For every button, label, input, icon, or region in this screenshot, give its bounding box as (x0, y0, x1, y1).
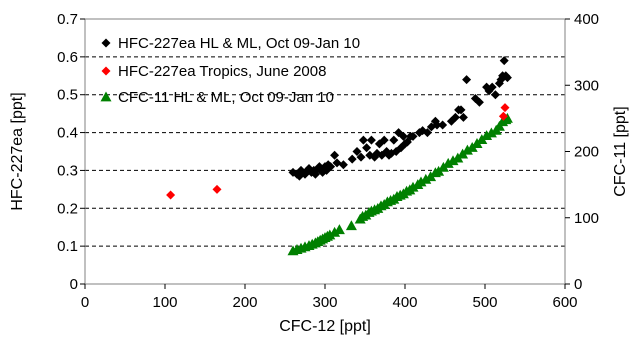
hfc-hl-ml-point (456, 105, 466, 115)
left-y-tick-label: 0.1 (57, 238, 78, 255)
left-y-tick-label: 0.2 (57, 200, 78, 217)
data-points (166, 56, 513, 256)
left-y-tick-label: 0.4 (57, 125, 78, 142)
right-y-tick-label: 300 (574, 77, 599, 94)
left-y-tick-label: 0.6 (57, 49, 78, 66)
hfc-hl-ml-point (358, 135, 368, 145)
hfc-hl-ml-point (326, 162, 336, 172)
right-y-axis-label: CFC-11 [ppt] (612, 106, 629, 196)
hfc-hl-ml-point (389, 135, 399, 145)
cfc11-point (447, 155, 459, 166)
x-tick-label: 300 (312, 294, 337, 311)
hfc-hl-ml-point (362, 143, 372, 153)
hfc-hl-ml-point (422, 128, 432, 138)
legend-label-hfc-tropics: HFC-227ea Tropics, June 2008 (118, 63, 326, 80)
right-y-tick-label: 100 (574, 210, 599, 227)
hfc-tropics-point (498, 111, 508, 121)
x-tick-label: 100 (152, 294, 177, 311)
cfc11-point (345, 220, 357, 231)
cfc11-point (324, 229, 336, 240)
hfc-hl-ml-point (474, 97, 484, 107)
right-y-tick-label: 0 (574, 276, 582, 293)
hfc-tropics-point (500, 103, 510, 113)
cfc11-point (329, 226, 341, 237)
hfc-hl-ml-point (352, 147, 362, 156)
hfc-tropics-point (212, 184, 222, 194)
hfc-hl-ml-point (332, 158, 342, 168)
x-tick-label: 400 (392, 294, 417, 311)
hfc-hl-ml-point (499, 56, 509, 66)
hfc-hl-ml-point (502, 73, 512, 83)
x-tick-label: 500 (472, 294, 497, 311)
right-y-tick-label: 200 (574, 144, 599, 161)
hfc-hl-ml-point (347, 154, 357, 164)
cfc11-point (501, 112, 513, 123)
hfc-hl-ml-point (338, 160, 348, 170)
hfc-hl-ml-point (408, 131, 418, 141)
x-tick-label: 200 (232, 294, 257, 311)
hfc-hl-ml-point (450, 112, 460, 122)
x-tick-label: 600 (552, 294, 577, 311)
right-y-tick-label: 400 (574, 11, 599, 28)
cfc11-point (420, 173, 432, 184)
left-y-tick-label: 0.7 (57, 11, 78, 28)
hfc-hl-ml-point (462, 75, 472, 85)
cfc11-point (333, 224, 345, 235)
hfc-hl-ml-point (458, 112, 468, 122)
hfc-hl-ml-point (490, 90, 500, 100)
hfc-hl-ml-point (438, 120, 448, 130)
hfc-tropics-point (166, 190, 176, 200)
hfc-hl-ml-point (366, 135, 376, 145)
hfc-hl-ml-point (356, 152, 366, 162)
hfc-hl-ml-point (330, 150, 340, 160)
cfc11-point (442, 157, 454, 168)
left-y-tick-label: 0 (70, 276, 78, 293)
cfc11-point (485, 127, 497, 138)
hfc-hl-ml-point (379, 135, 389, 145)
x-axis-label: CFC-12 [ppt] (279, 318, 371, 335)
legend-marker-0 (101, 38, 111, 48)
cfc11-point (461, 144, 473, 155)
legend-marker-2 (100, 91, 112, 102)
hfc-hl-ml-point (432, 120, 442, 130)
hfc-hl-ml-point (398, 131, 408, 141)
left-y-tick-label: 0.5 (57, 87, 78, 104)
legend: HFC-227ea HL & ML, Oct 09-Jan 10 HFC-227… (100, 35, 360, 106)
x-tick-label: 0 (81, 294, 89, 311)
cfc11-point (415, 176, 427, 187)
legend-label-hfc-hl-ml: HFC-227ea HL & ML, Oct 09-Jan 10 (118, 35, 360, 52)
tick-labels: 0 100 200 300 400 500 60000.10.20.30.40.50.60.… (57, 11, 599, 311)
legend-marker-1 (101, 66, 111, 76)
legend-label-cfc11-hl-ml: CFC-11 HL & ML, Oct 09-Jan 10 (118, 89, 334, 106)
hfc-hl-ml-point (487, 82, 497, 92)
left-y-axis-label: HFC-227ea [ppt] (9, 92, 26, 210)
cfc11-point (481, 130, 493, 140)
left-y-tick-label: 0.3 (57, 162, 78, 179)
cfc11-point (407, 181, 419, 192)
